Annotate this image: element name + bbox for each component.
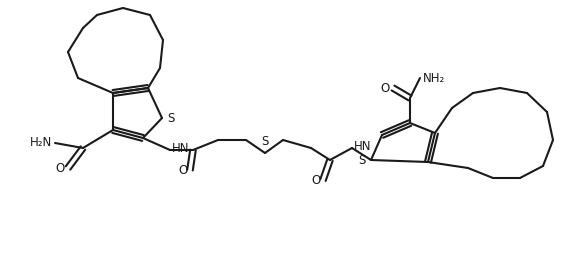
- Text: S: S: [261, 135, 269, 148]
- Text: O: O: [56, 161, 65, 174]
- Text: NH₂: NH₂: [423, 72, 445, 85]
- Text: S: S: [167, 111, 175, 124]
- Text: S: S: [359, 153, 366, 167]
- Text: H₂N: H₂N: [30, 136, 52, 149]
- Text: HN: HN: [172, 143, 189, 156]
- Text: O: O: [312, 173, 321, 186]
- Text: O: O: [381, 81, 390, 94]
- Text: HN: HN: [354, 140, 372, 153]
- Text: O: O: [179, 164, 188, 177]
